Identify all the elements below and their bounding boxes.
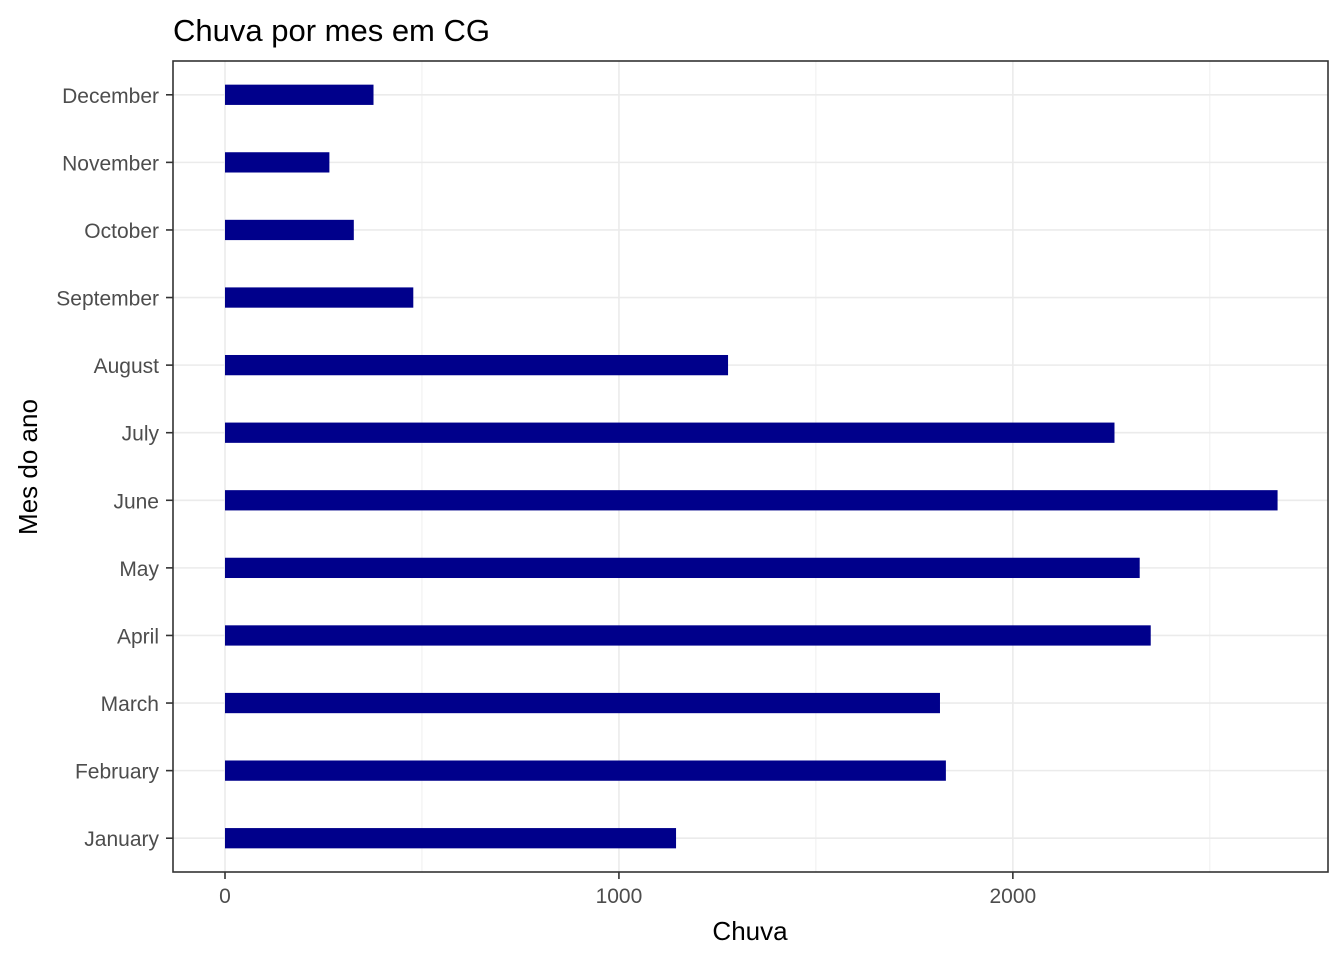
bar-january [224,828,677,849]
bars [224,84,1278,849]
bar-july [224,422,1115,443]
y-tick-label: April [117,625,159,648]
bar-august [224,354,729,376]
bar-december [224,84,374,105]
y-axis: January February March April May June July Augu… [56,85,173,851]
y-tick-label: June [113,490,159,513]
y-tick-label: September [56,288,159,311]
bar-october [224,219,354,241]
panel-border [172,60,1329,873]
bar-may [224,557,1140,579]
grid [173,61,1328,872]
y-tick-label: July [122,423,160,446]
y-tick-label: February [75,761,160,784]
y-tick-label: January [84,828,159,851]
x-tick-label: 1000 [596,885,643,908]
bar-march [224,692,940,714]
bar-november [224,152,330,173]
x-axis: 0 1000 2000 [219,872,1036,908]
y-tick-label: August [94,355,160,378]
y-tick-label: May [119,558,159,581]
y-tick-label: December [62,85,159,108]
y-axis-title: Mes do ano [13,399,43,535]
chart-title: Chuva por mes em CG [173,13,490,48]
x-axis-title: Chuva [712,916,788,946]
y-tick-label: November [62,152,159,175]
bar-february [224,760,946,781]
y-tick-label: March [101,693,159,716]
bar-june [224,490,1278,511]
x-tick-label: 0 [219,885,231,908]
y-tick-label: October [84,220,159,243]
bar-september [224,287,414,308]
bar-april [224,625,1151,646]
x-tick-label: 2000 [989,885,1036,908]
